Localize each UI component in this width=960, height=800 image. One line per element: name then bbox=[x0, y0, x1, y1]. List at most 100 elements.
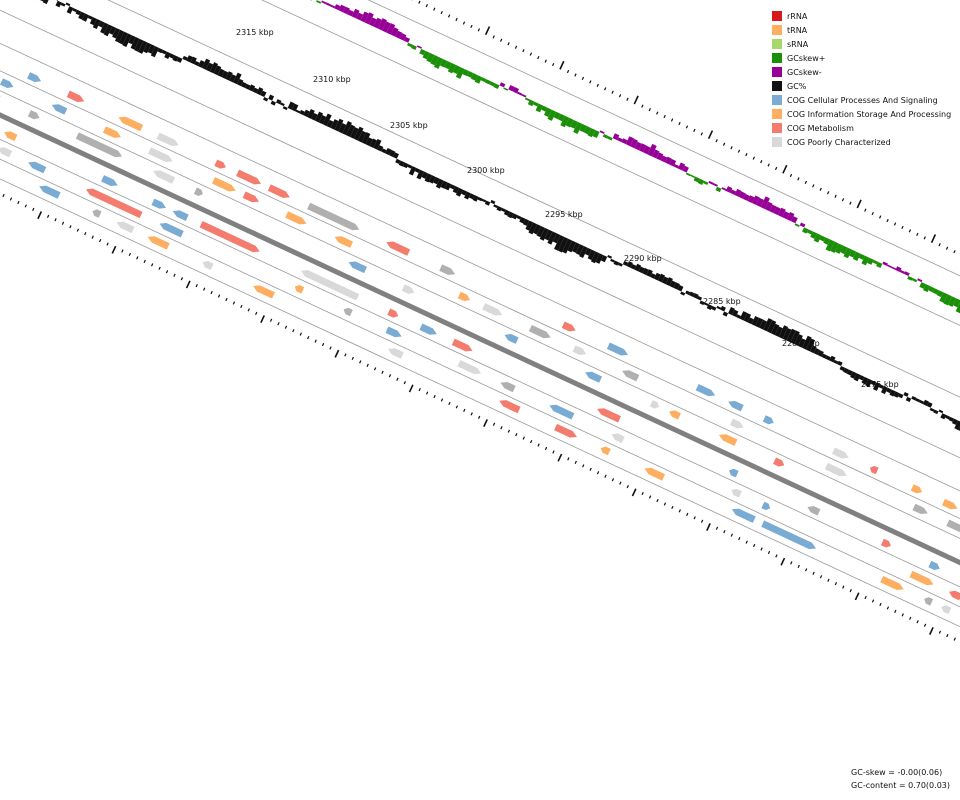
minor-tick bbox=[396, 377, 399, 381]
gc-skew-positive-bar bbox=[470, 73, 478, 81]
cds-feature bbox=[51, 104, 68, 115]
cds-feature bbox=[554, 423, 577, 438]
minor-tick bbox=[589, 80, 592, 84]
gc-skew-negative-bar bbox=[751, 195, 760, 206]
gc-skew-positive-bar bbox=[876, 261, 883, 269]
gc-skew-stat: GC-skew = -0.00(0.06) bbox=[851, 768, 943, 777]
minor-tick bbox=[173, 273, 176, 277]
minor-tick bbox=[440, 10, 443, 15]
gc-content-bar bbox=[361, 132, 371, 145]
minor-tick bbox=[789, 173, 793, 178]
minor-tick bbox=[894, 609, 897, 614]
legend-swatch bbox=[772, 137, 782, 147]
gc-content-bar bbox=[600, 255, 608, 263]
gc-content-bar bbox=[692, 293, 699, 299]
minor-tick bbox=[529, 439, 533, 444]
gc-content-bar bbox=[428, 175, 436, 184]
legend-swatch bbox=[772, 25, 782, 35]
cds-feature bbox=[832, 447, 849, 459]
gc-content-bar bbox=[65, 2, 71, 7]
minor-tick bbox=[180, 277, 184, 281]
gc-content-bar bbox=[880, 385, 888, 395]
minor-tick bbox=[812, 571, 815, 575]
scale-tick-labels: 2315 kbp 2310 kbp 2305 kbp 2300 kbp 2295 kbp… bbox=[236, 28, 899, 389]
minor-tick bbox=[455, 17, 458, 22]
minor-tick bbox=[596, 83, 599, 87]
gc-content-bar bbox=[342, 121, 352, 136]
gc-skew-positive-bar bbox=[452, 65, 461, 75]
gc-skew-positive-bar bbox=[407, 42, 413, 48]
gc-skew-negative-bar bbox=[756, 197, 764, 208]
minor-tick bbox=[269, 318, 273, 322]
gc-content-bar bbox=[176, 57, 183, 63]
legend-label: GC% bbox=[787, 81, 807, 91]
minor-tick bbox=[344, 353, 347, 357]
minor-tick bbox=[604, 474, 607, 478]
major-tick bbox=[780, 557, 786, 566]
gc-skew-negative-bar bbox=[891, 266, 897, 270]
gc-content-bar bbox=[626, 261, 633, 268]
gc-content-bar bbox=[511, 213, 518, 220]
gc-content-bar bbox=[130, 37, 140, 50]
minor-tick bbox=[656, 111, 659, 115]
minor-tick bbox=[582, 464, 585, 468]
minor-tick bbox=[515, 433, 518, 437]
gc-content-bar bbox=[103, 24, 113, 37]
gc-content-bar bbox=[452, 186, 460, 194]
minor-tick bbox=[849, 201, 852, 205]
gc-content-bar bbox=[696, 295, 703, 301]
gc-content-bar bbox=[385, 147, 392, 156]
cds-feature bbox=[499, 400, 521, 414]
minor-tick bbox=[908, 229, 912, 233]
legend-label: sRNA bbox=[787, 39, 809, 49]
gc-skew-positive-bar bbox=[544, 107, 552, 118]
gc-content-bar bbox=[490, 199, 496, 205]
gc-skew-positive-bar bbox=[702, 180, 709, 186]
gc-content-bar bbox=[78, 11, 86, 20]
minor-tick bbox=[619, 481, 622, 485]
minor-tick bbox=[351, 356, 354, 361]
gc-skew-positive-bar bbox=[553, 111, 561, 120]
minor-tick bbox=[418, 387, 421, 392]
gc-content-bar bbox=[669, 280, 677, 288]
gc-content-bar bbox=[938, 409, 944, 414]
gc-skew-positive-bar bbox=[955, 301, 960, 314]
legend-item: GCskew+ bbox=[772, 51, 951, 65]
cds-feature bbox=[606, 342, 629, 356]
minor-tick bbox=[69, 225, 72, 229]
minor-tick bbox=[507, 429, 511, 433]
minor-tick bbox=[433, 7, 436, 11]
gc-skew-positive-bar bbox=[480, 77, 487, 83]
cds-feature bbox=[572, 345, 586, 355]
gc-content-bar bbox=[198, 60, 205, 68]
gc-content-bar bbox=[689, 291, 695, 297]
gc-content-bar bbox=[915, 398, 921, 403]
minor-tick bbox=[247, 308, 250, 312]
minor-tick bbox=[9, 197, 13, 201]
gc-content-track bbox=[33, 0, 960, 431]
cds-feature bbox=[731, 488, 742, 498]
cds-feature bbox=[946, 519, 960, 533]
gc-content-bar bbox=[112, 27, 121, 39]
gc-content-bar bbox=[87, 15, 93, 20]
minor-tick bbox=[611, 478, 615, 482]
minor-tick bbox=[730, 146, 733, 150]
scale-ticks bbox=[2, 0, 956, 641]
gc-skew-negative-bar bbox=[329, 4, 336, 9]
gc-content-bar bbox=[256, 87, 264, 96]
gc-skew-negative-bar bbox=[516, 91, 523, 96]
minor-tick bbox=[537, 443, 540, 447]
tick-label: 2305 kbp bbox=[390, 121, 428, 130]
legend-swatch bbox=[772, 123, 782, 133]
gc-content-bar bbox=[794, 334, 803, 346]
gc-skew-negative-bar bbox=[342, 6, 350, 15]
gc-skew-positive-bar bbox=[936, 290, 944, 298]
gc-content-bar bbox=[747, 317, 754, 325]
gc-skew-negative-bar bbox=[399, 33, 407, 41]
gc-content-bar bbox=[850, 371, 857, 379]
gc-content-bar bbox=[673, 282, 680, 290]
gc-content-bar bbox=[767, 320, 777, 334]
minor-tick bbox=[567, 457, 570, 461]
minor-tick bbox=[98, 238, 102, 243]
gc-skew-negative-bar bbox=[656, 152, 664, 161]
